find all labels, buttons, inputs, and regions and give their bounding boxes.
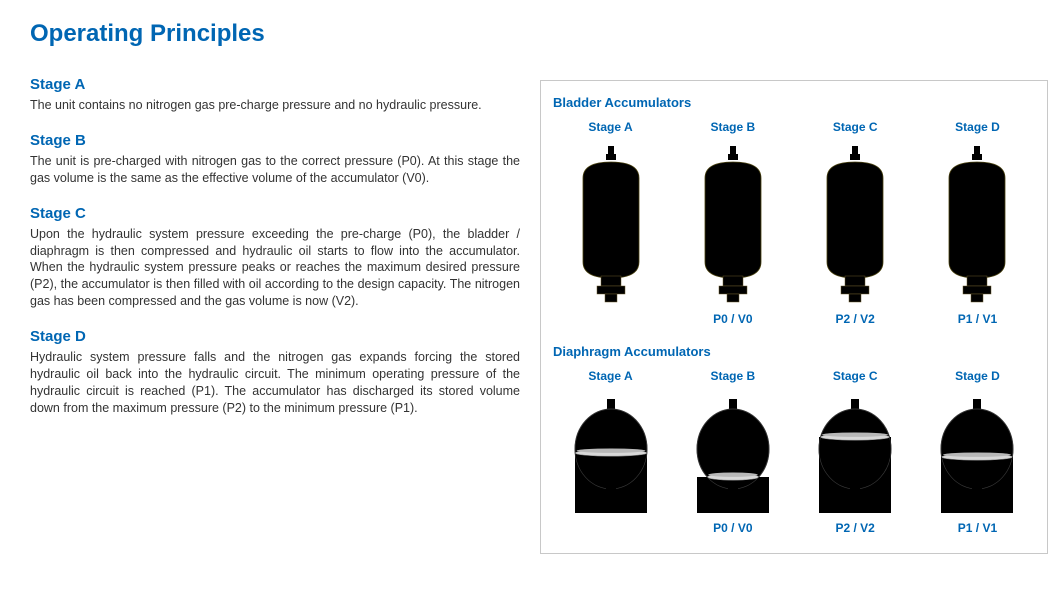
diaphragm-cell: Stage B [675, 369, 790, 535]
diaphragm-stage-label: Stage D [955, 369, 1000, 383]
diaphragm-stage-label: Stage A [588, 369, 632, 383]
bladder-section-title: Bladder Accumulators [553, 95, 1035, 110]
stage-heading: Stage C [30, 205, 520, 222]
diaphragm-caption: P0 / V0 [713, 521, 752, 535]
diaphragm-cell: Stage D [920, 369, 1035, 535]
stage-heading: Stage A [30, 76, 520, 93]
bladder-caption: P2 / V2 [835, 312, 874, 326]
diagram-panel: Bladder Accumulators Stage A [540, 80, 1048, 554]
bladder-cell: Stage C [798, 120, 913, 326]
diaphragm-accumulator-icon [566, 393, 656, 513]
bladder-stage-label: Stage A [588, 120, 632, 134]
stage-text: Hydraulic system pressure falls and the … [30, 349, 520, 417]
diaphragm-accumulator-icon [932, 393, 1022, 513]
stage-text: The unit contains no nitrogen gas pre-ch… [30, 97, 520, 114]
bladder-row: Stage A [553, 120, 1035, 326]
stage-b-block: Stage B The unit is pre-charged with nit… [30, 132, 520, 187]
stage-a-block: Stage A The unit contains no nitrogen ga… [30, 76, 520, 114]
text-column: Operating Principles Stage A The unit co… [30, 20, 520, 579]
diaphragm-cell: Stage C [798, 369, 913, 535]
diaphragm-accumulator-icon [688, 393, 778, 513]
bladder-accumulator-icon [571, 144, 651, 304]
stage-heading: Stage B [30, 132, 520, 149]
bladder-caption: P1 / V1 [958, 312, 997, 326]
bladder-caption: P0 / V0 [713, 312, 752, 326]
stage-text: The unit is pre-charged with nitrogen ga… [30, 153, 520, 187]
bladder-stage-label: Stage D [955, 120, 1000, 134]
bladder-cell: Stage A [553, 120, 668, 326]
diaphragm-accumulator-icon [810, 393, 900, 513]
diaphragm-stage-label: Stage B [710, 369, 755, 383]
bladder-stage-label: Stage C [833, 120, 878, 134]
diaphragm-caption: P2 / V2 [835, 521, 874, 535]
bladder-accumulator-icon [693, 144, 773, 304]
diaphragm-section-title: Diaphragm Accumulators [553, 344, 1035, 359]
bladder-accumulator-icon [937, 144, 1017, 304]
stage-text: Upon the hydraulic system pressure excee… [30, 226, 520, 310]
stage-heading: Stage D [30, 328, 520, 345]
bladder-stage-label: Stage B [710, 120, 755, 134]
stage-d-block: Stage D Hydraulic system pressure falls … [30, 328, 520, 417]
diaphragm-cell: Stage A [553, 369, 668, 535]
diaphragm-caption: P1 / V1 [958, 521, 997, 535]
stage-c-block: Stage C Upon the hydraulic system pressu… [30, 205, 520, 310]
diaphragm-stage-label: Stage C [833, 369, 878, 383]
bladder-accumulator-icon [815, 144, 895, 304]
page-title: Operating Principles [30, 20, 520, 48]
bladder-cell: Stage B [675, 120, 790, 326]
bladder-cell: Stage D [920, 120, 1035, 326]
diaphragm-row: Stage A [553, 369, 1035, 535]
